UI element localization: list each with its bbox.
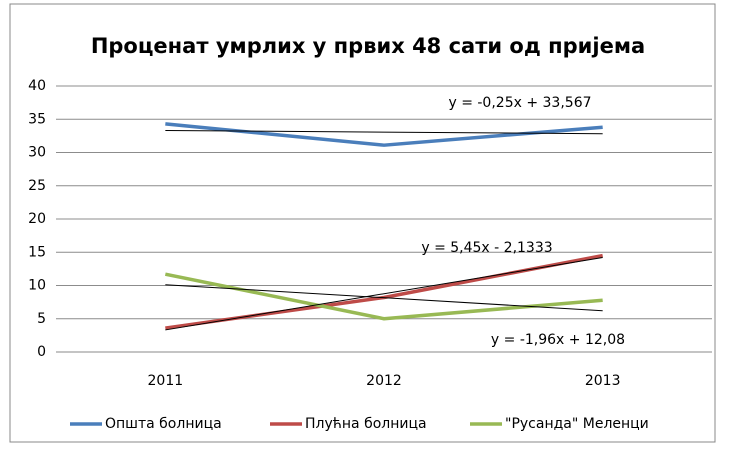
legend-label: Општа болница xyxy=(105,416,222,432)
legend-label: Плућна болница xyxy=(305,416,427,432)
y-tick-label: 40 xyxy=(28,78,46,94)
trendline xyxy=(165,256,603,331)
chart-title: Проценат умрлих у првих 48 сати од прије… xyxy=(91,34,645,58)
chart-frame xyxy=(9,3,716,443)
trendline-label: y = -0,25x + 33,567 xyxy=(448,95,591,111)
y-tick-label: 25 xyxy=(28,178,46,194)
x-tick-label: 2012 xyxy=(366,373,402,389)
legend-label: "Русанда" Меленци xyxy=(505,416,649,432)
y-tick-label: 30 xyxy=(28,145,46,161)
trendline xyxy=(165,129,603,135)
x-tick-label: 2013 xyxy=(585,373,621,389)
y-tick-label: 10 xyxy=(28,278,46,294)
trendline-label: y = 5,45x - 2,1333 xyxy=(421,240,552,256)
y-tick-label: 35 xyxy=(28,111,46,127)
y-tick-label: 20 xyxy=(28,211,46,227)
y-tick-label: 0 xyxy=(37,344,46,360)
y-tick-label: 15 xyxy=(28,244,46,260)
trendline xyxy=(165,284,603,312)
trendline-label: y = -1,96x + 12,08 xyxy=(491,332,625,348)
y-tick-label: 5 xyxy=(37,311,46,327)
x-tick-label: 2011 xyxy=(148,373,184,389)
